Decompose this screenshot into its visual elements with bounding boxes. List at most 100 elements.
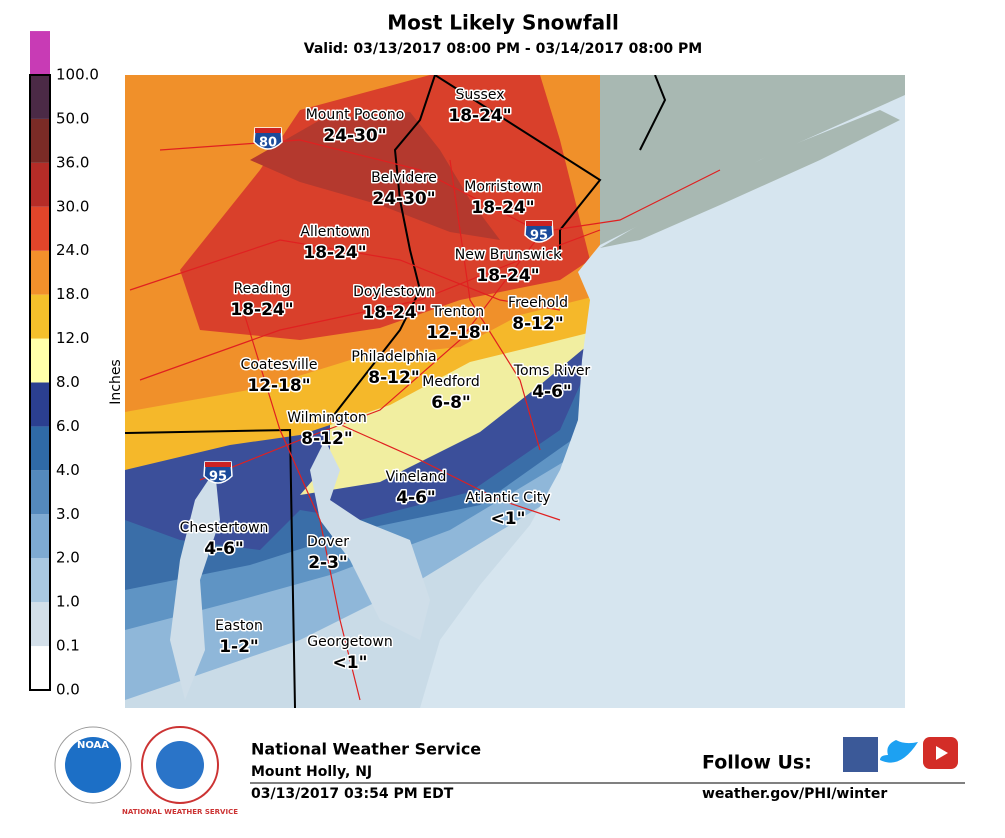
legend-tick-label: 2.0 (56, 549, 80, 567)
url: weather.gov/PHI/winter (702, 786, 887, 802)
interstate-shield-top (255, 128, 281, 133)
snow-amount: 18-24" (448, 106, 511, 126)
interstate-shield (253, 127, 283, 150)
legend-swatch (30, 75, 50, 119)
place-name: Trenton (431, 304, 484, 320)
place-name: Dover (307, 534, 349, 550)
snow-amount: 18-24" (476, 266, 539, 286)
snow-amount: 6-8" (431, 393, 471, 413)
snow-amount: 18-24" (471, 198, 534, 218)
follow: Follow Us: (702, 752, 812, 774)
facebook-icon[interactable] (843, 737, 878, 772)
subtitle: Valid: 03/13/2017 08:00 PM - 03/14/2017 … (304, 41, 703, 57)
timestamp: 03/13/2017 03:54 PM EDT (251, 786, 454, 802)
footer: NOAA NATIONAL WEATHER SERVICE National W… (54, 726, 965, 816)
interstate-shield (203, 461, 233, 484)
org: National Weather Service (251, 740, 481, 759)
place-name: Medford (422, 374, 479, 390)
office: Mount Holly, NJ (251, 764, 372, 780)
place-name: Belvidere (371, 170, 437, 186)
legend-swatch (30, 558, 50, 603)
legend-tick-label: 8.0 (56, 373, 80, 391)
nws-text: NATIONAL WEATHER SERVICE (122, 808, 238, 816)
place-name: Coatesville (241, 357, 318, 373)
place-name: Morristown (464, 179, 541, 195)
legend-swatch (30, 514, 50, 559)
place-name: Easton (215, 618, 263, 634)
snow-amount: 8-12" (512, 314, 563, 334)
legend-swatch (30, 250, 50, 295)
snow-amount: 18-24" (303, 243, 366, 263)
place-name: Mount Pocono (306, 107, 405, 123)
snow-band (250, 112, 500, 240)
legend-swatch (30, 31, 50, 76)
legend: Inches 0.0 0.1 1.0 2.0 3.0 4.0 6.0 8.0 12.0 18.0 2… (29, 31, 124, 699)
snow-amount: 24-30" (323, 126, 386, 146)
snow-amount: 1-2" (219, 637, 259, 657)
place-name: Philadelphia (351, 349, 436, 365)
snow-amount: 8-12" (301, 429, 352, 449)
legend-tick-label: 50.0 (56, 109, 89, 127)
place-name: Atlantic City (465, 490, 550, 506)
legend-tick-label: 18.0 (56, 285, 89, 303)
noaa-logo-inner (65, 737, 121, 793)
snow-amount: 4-6" (532, 382, 572, 402)
legend-swatch (30, 470, 50, 515)
legend-frame (29, 74, 51, 691)
place-name: Georgetown (307, 634, 392, 650)
snow-amount: 18-24" (230, 300, 293, 320)
interstate-number: 80 (259, 136, 277, 151)
legend-tick-label: 6.0 (56, 417, 80, 435)
title: Most Likely Snowfall (387, 11, 619, 35)
places: Sussex 18-24" Mount Pocono 24-30" Belvidere 2… (178, 86, 592, 675)
youtube-play (936, 746, 948, 760)
legend-tick-label: 24.0 (56, 241, 89, 259)
legend-swatch (30, 118, 50, 163)
legend-tick-label: 1.0 (56, 593, 80, 611)
ocean (420, 75, 905, 708)
legend-tick-label: 4.0 (56, 461, 80, 479)
legend-tick-label: 3.0 (56, 505, 80, 523)
legend-swatch (30, 162, 50, 207)
place-name: Reading (234, 281, 291, 297)
snow-amount: 4-6" (396, 488, 436, 508)
legend-tick-label: 12.0 (56, 329, 89, 347)
legend-swatch (30, 294, 50, 339)
long-island (600, 110, 900, 248)
legend-tick-label: 0.0 (56, 681, 80, 699)
roads (129, 139, 721, 701)
snow-amount: <1" (491, 509, 526, 529)
chesapeake-bay (170, 470, 220, 700)
state-borders (125, 75, 667, 708)
legend-swatch (30, 206, 50, 251)
legend-swatch (30, 646, 50, 690)
legend-tick-label: 100.0 (56, 66, 99, 84)
interstate-number: 95 (530, 229, 548, 244)
twitter-icon[interactable] (880, 740, 918, 763)
legend-tick-label: 0.1 (56, 637, 80, 655)
legend-label: Inches (108, 359, 124, 404)
interstate-shield-top (526, 221, 552, 226)
interstate-number: 95 (209, 470, 227, 485)
snow-amount: 8-12" (368, 368, 419, 388)
snow-amount: 18-24" (362, 303, 425, 323)
place-name: Toms River (513, 363, 591, 379)
legend-swatch (30, 426, 50, 471)
map (125, 75, 905, 708)
interstate-shield (524, 220, 554, 243)
interstate-shield-top (205, 462, 231, 467)
place-name: Chestertown (180, 520, 269, 536)
place-name: Doylestown (353, 284, 435, 300)
place-name: New Brunswick (455, 247, 562, 263)
place-name: Sussex (456, 87, 505, 103)
snow-amount: 2-3" (308, 553, 348, 573)
snow-amount: 12-18" (247, 376, 310, 396)
place-name: Allentown (300, 224, 369, 240)
snow-amount: 12-18" (426, 323, 489, 343)
snow-amount: 4-6" (204, 539, 244, 559)
legend-swatch (30, 602, 50, 647)
legend-swatch (30, 338, 50, 383)
noaa-text: NOAA (77, 740, 109, 751)
legend-swatch (30, 382, 50, 427)
